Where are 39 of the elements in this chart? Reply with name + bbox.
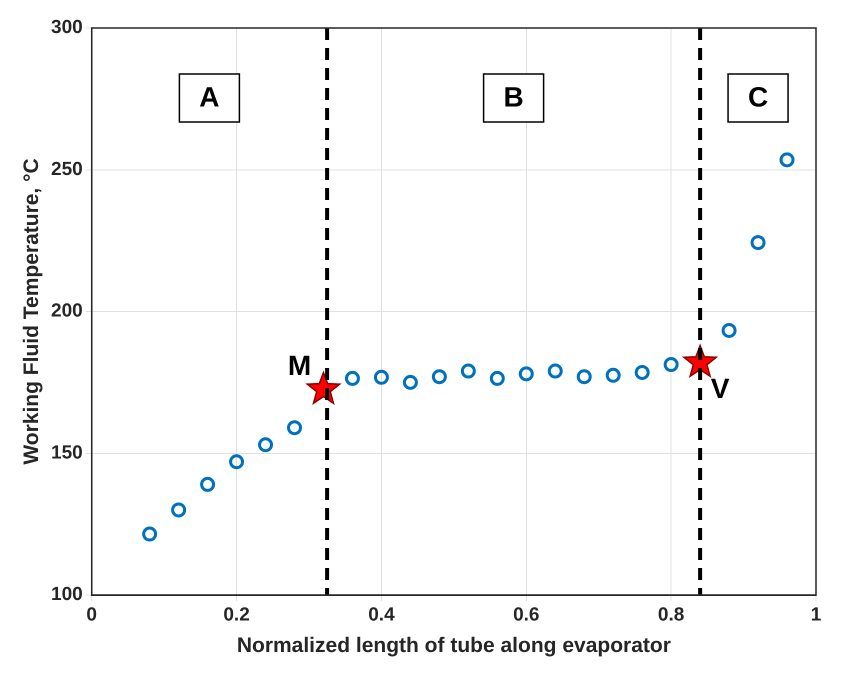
point [171, 502, 186, 518]
x-tick-label: 0.2 [223, 604, 250, 626]
annotation: A [199, 82, 220, 113]
x-tick-label: 1 [810, 604, 822, 626]
point [344, 370, 360, 386]
x-tick-label: 0.6 [513, 604, 540, 626]
point [460, 364, 476, 379]
x-tick-label: 0 [86, 604, 97, 626]
point [432, 369, 447, 384]
point [722, 322, 737, 338]
point [606, 368, 621, 383]
y-tick-label: 100 [51, 584, 83, 606]
y-tick-label: 200 [51, 300, 83, 322]
point [374, 370, 389, 385]
annotation: M [288, 350, 312, 382]
y-axis-title: Working Fluid Temperature, °C [20, 158, 43, 465]
point [548, 364, 563, 379]
x-tick-label: 0.8 [658, 604, 684, 626]
point [750, 235, 766, 250]
x-tick-label: 0.4 [368, 604, 396, 626]
point [142, 526, 158, 542]
x-axis-title: Normalized length of tube along evaporator [236, 634, 671, 658]
y-tick-label: 250 [51, 158, 83, 180]
point [664, 357, 679, 372]
point [200, 476, 216, 492]
point [780, 152, 795, 168]
point [258, 437, 274, 452]
y-tick-label: 150 [51, 442, 83, 464]
point [402, 374, 418, 390]
annotation: B [503, 82, 524, 113]
annotation: V [710, 373, 730, 404]
point [490, 370, 505, 386]
point [229, 454, 244, 470]
point [576, 369, 592, 384]
annotation: C [748, 82, 768, 113]
point [518, 366, 534, 382]
point [287, 420, 302, 436]
point [634, 364, 650, 380]
y-tick-label: 300 [51, 17, 83, 38]
